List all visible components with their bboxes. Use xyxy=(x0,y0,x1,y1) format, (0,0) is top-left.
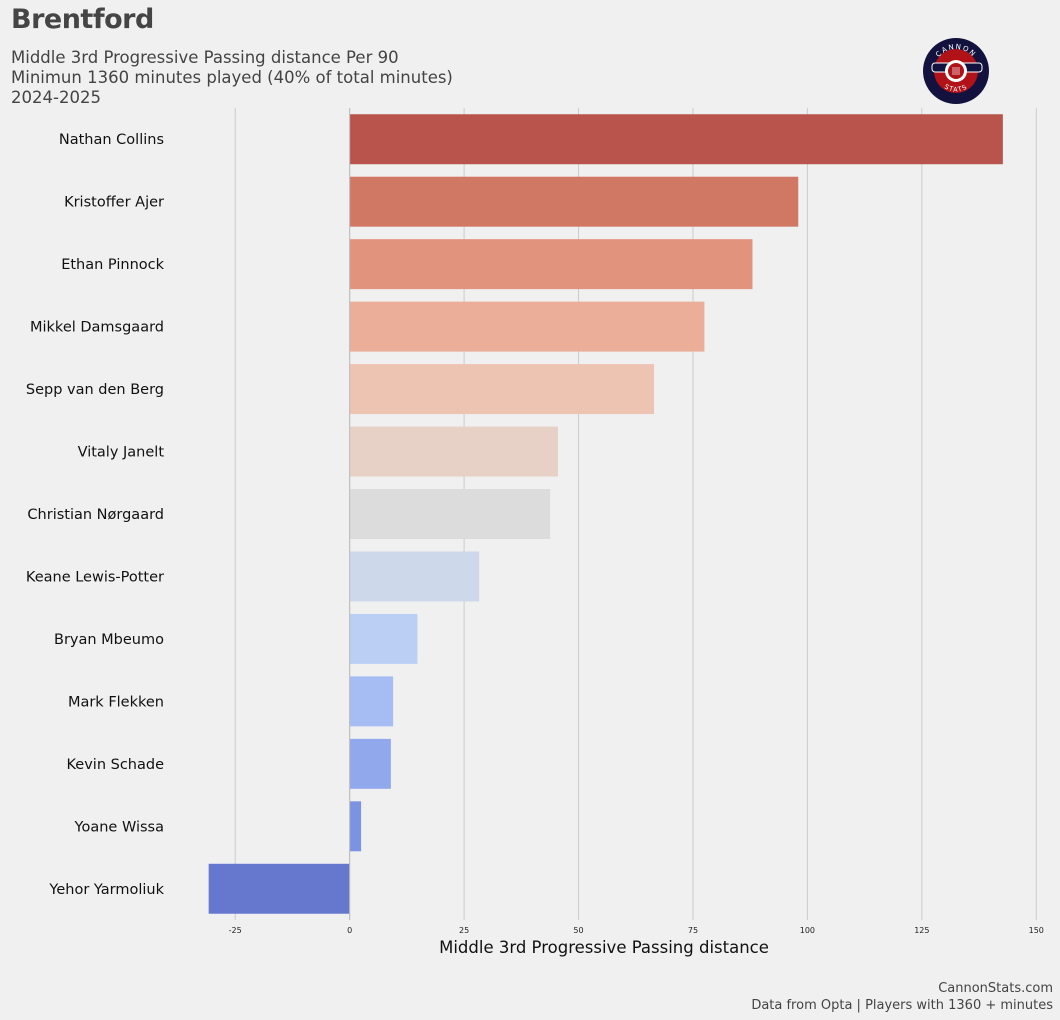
x-tick-label: 125 xyxy=(914,926,929,935)
category-label: Yoane Wissa xyxy=(74,819,164,835)
x-tick-label: 25 xyxy=(459,926,469,935)
x-tick-label: 100 xyxy=(800,926,815,935)
cannonstats-logo: CANNON STATS xyxy=(923,38,989,104)
category-label: Sepp van den Berg xyxy=(26,382,164,398)
page-title: Brentford xyxy=(11,4,154,35)
bar-yoane-wissa xyxy=(349,801,362,852)
bar-vitaly-janelt xyxy=(349,426,558,477)
x-tick-label: 75 xyxy=(688,926,698,935)
bar-bryan-mbeumo xyxy=(349,613,418,664)
category-label: Kevin Schade xyxy=(67,757,165,773)
subtitle-season: 2024-2025 xyxy=(11,88,101,107)
category-label: Ethan Pinnock xyxy=(61,257,164,273)
bar-nathan-collins xyxy=(349,114,1003,165)
logo-bottom-text: STATS xyxy=(943,83,968,94)
bar-yehor-yarmoliuk xyxy=(208,863,350,914)
category-label: Kristoffer Ajer xyxy=(64,195,164,211)
category-label: Keane Lewis-Potter xyxy=(26,569,164,585)
subtitle-minutes: Minimun 1360 minutes played (40% of tota… xyxy=(11,68,453,87)
bar-kevin-schade xyxy=(349,738,391,789)
bar-sepp-van-den-berg xyxy=(349,364,655,415)
x-tick-label: 150 xyxy=(1029,926,1044,935)
x-tick-label: -25 xyxy=(229,926,242,935)
svg-text:STATS: STATS xyxy=(943,83,969,94)
category-label: Bryan Mbeumo xyxy=(54,632,164,648)
bar-mark-flekken xyxy=(349,676,394,727)
footer-site: CannonStats.com xyxy=(938,981,1053,996)
x-tick-label: 0 xyxy=(347,926,352,935)
x-axis-label: Middle 3rd Progressive Passing distance xyxy=(439,938,769,957)
category-label: Mikkel Damsgaard xyxy=(30,320,164,336)
category-label: Mark Flekken xyxy=(68,694,164,710)
footer-source: Data from Opta | Players with 1360 + min… xyxy=(751,998,1053,1013)
subtitle-metric: Middle 3rd Progressive Passing distance … xyxy=(11,48,399,67)
bar-mikkel-damsgaard xyxy=(349,301,705,352)
category-label: Christian Nørgaard xyxy=(27,507,164,523)
bar-kristoffer-ajer xyxy=(349,176,799,227)
bar-christian-n-rgaard xyxy=(349,489,551,539)
category-label: Nathan Collins xyxy=(59,132,164,148)
bar-ethan-pinnock xyxy=(349,239,753,290)
category-label: Yehor Yarmoliuk xyxy=(48,882,164,898)
x-tick-label: 50 xyxy=(573,926,583,935)
bar-keane-lewis-potter xyxy=(349,551,480,602)
category-label: Vitaly Janelt xyxy=(78,445,165,461)
